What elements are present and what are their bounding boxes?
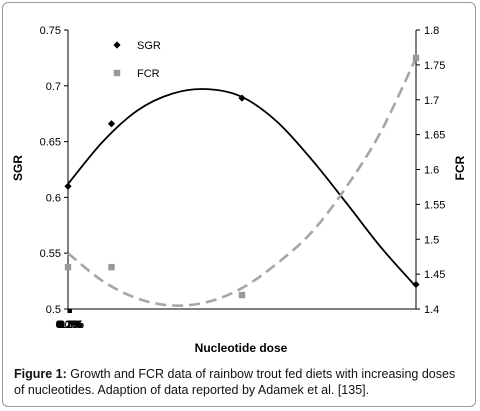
data-point-sgr xyxy=(107,120,116,128)
y2-tick-label: 1.8 xyxy=(424,25,439,37)
data-point-fcr xyxy=(64,263,72,271)
y2-tick-label: 1.5 xyxy=(424,234,439,246)
legend-marker xyxy=(113,41,121,49)
y-tick-label: 0.6 xyxy=(46,192,61,204)
legend-marker xyxy=(113,69,121,77)
x-tick-label: 0.1% xyxy=(56,319,81,331)
x-tick-label: 0.3% xyxy=(58,319,83,331)
data-point-sgr xyxy=(412,280,420,289)
x-tick-label: 0.5% xyxy=(59,319,84,331)
y2-tick-label: 1.75 xyxy=(424,60,445,72)
y-tick-label: 0.65 xyxy=(40,137,61,149)
y2-tick-label: 1.7 xyxy=(424,95,439,107)
y-axis-label: SGR xyxy=(11,155,25,181)
data-point-sgr xyxy=(238,94,246,102)
y2-tick-label: 1.65 xyxy=(424,130,445,142)
chart: 0.5 0.55 0.6 0.65 0.7 0.75 1.4 1.45 1.5 1.55 1.6 1.… xyxy=(11,25,467,355)
y2-tick-label: 1.6 xyxy=(424,165,439,177)
figure-frame xyxy=(2,2,476,407)
y-tick-label: 0.7 xyxy=(46,81,61,93)
legend: SGR FCR xyxy=(113,40,161,80)
data-point-sgr xyxy=(64,182,72,190)
trend-line-fcr xyxy=(67,57,418,307)
y2-tick-label: 1.45 xyxy=(424,269,445,281)
y2-axis-label: FCR xyxy=(453,155,467,180)
legend-entry-sgr: SGR xyxy=(113,40,161,52)
data-point-fcr xyxy=(412,54,420,62)
trend-line-sgr xyxy=(67,88,417,288)
data-point-fcr xyxy=(238,291,246,299)
y2-tick-label: 1.55 xyxy=(424,199,445,211)
y-tick-label: 0.5 xyxy=(46,304,61,316)
caption-label: Figure 1: xyxy=(14,367,67,381)
chart-axes: 0.5 0.55 0.6 0.65 0.7 0.75 1.4 1.45 1.5 1.55 1.6 1.… xyxy=(40,25,446,331)
x-tick-label: 0.4% xyxy=(58,319,83,331)
x-tick-label: 0.0% xyxy=(55,319,80,331)
legend-label: SGR xyxy=(137,40,161,52)
legend-label: FCR xyxy=(137,68,160,80)
figure-caption: Figure 1: Growth and FCR data of rainbow… xyxy=(14,366,466,398)
y-tick-label: 0.75 xyxy=(40,25,61,37)
legend-entry-fcr: FCR xyxy=(113,68,160,80)
caption-text: Growth and FCR data of rainbow trout fed… xyxy=(14,367,456,397)
x-tick-label: 0.2% xyxy=(57,319,82,331)
data-point-fcr xyxy=(108,263,115,271)
data-points xyxy=(64,54,420,299)
y-tick-label: 0.55 xyxy=(40,248,61,260)
x-axis-label: Nucleotide dose xyxy=(195,341,288,355)
y2-tick-label: 1.4 xyxy=(424,304,439,316)
